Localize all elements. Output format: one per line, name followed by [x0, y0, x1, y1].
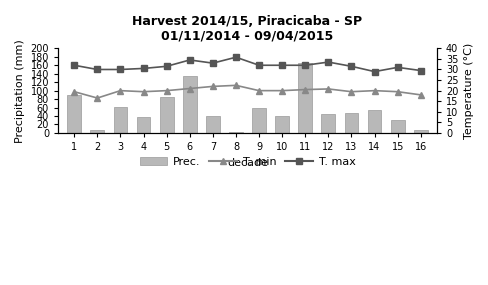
Bar: [298, 63, 311, 133]
Bar: [113, 107, 127, 133]
Bar: [321, 114, 335, 133]
Bar: [275, 116, 288, 133]
Bar: [183, 76, 196, 133]
X-axis label: decade: decade: [226, 158, 267, 168]
Bar: [205, 116, 219, 133]
Bar: [344, 113, 358, 133]
Bar: [160, 97, 173, 133]
Bar: [136, 117, 150, 133]
Y-axis label: Temperature (°C): Temperature (°C): [463, 42, 473, 139]
Bar: [67, 95, 81, 133]
Bar: [90, 130, 104, 133]
Legend: Prec., T. min, T. max: Prec., T. min, T. max: [135, 152, 359, 171]
Bar: [367, 110, 381, 133]
Bar: [390, 120, 404, 133]
Title: Harvest 2014/15, Piracicaba - SP
01/11/2014 - 09/04/2015: Harvest 2014/15, Piracicaba - SP 01/11/2…: [132, 15, 362, 43]
Bar: [228, 132, 243, 133]
Bar: [413, 130, 427, 133]
Y-axis label: Precipitation (mm): Precipitation (mm): [15, 39, 25, 142]
Bar: [252, 107, 265, 133]
